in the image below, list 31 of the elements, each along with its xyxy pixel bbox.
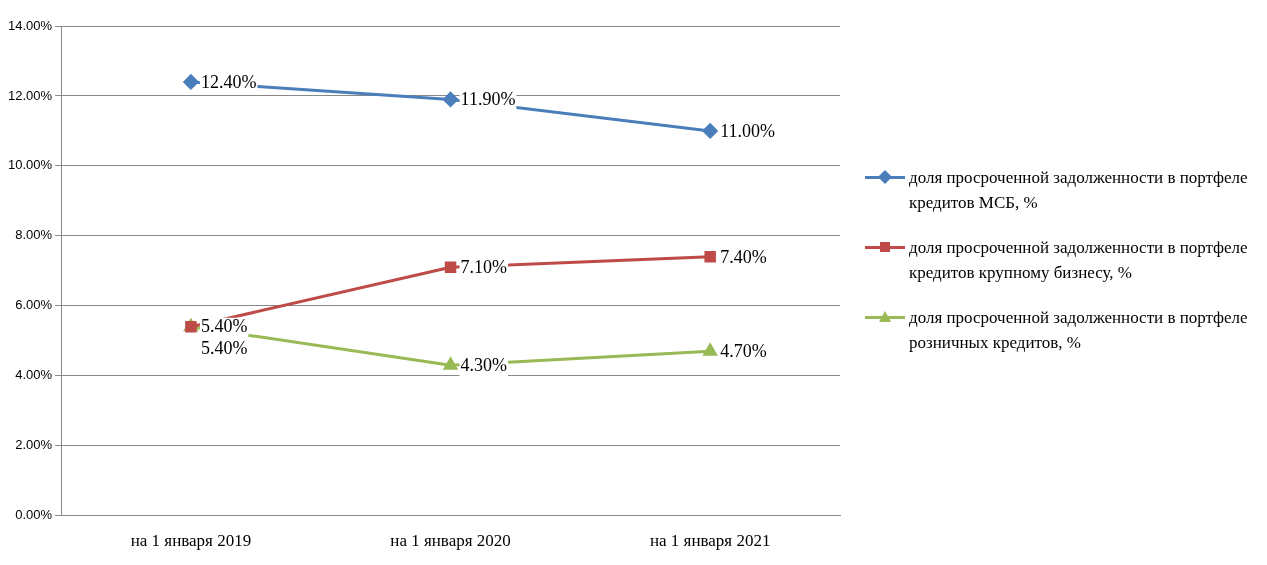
point [185,321,197,333]
y-tick-label: 8.00% [15,227,53,243]
data-label: 11.90% [460,89,516,110]
legend-label: доля просроченной задолженности в портфеле кредитов МСБ, % [909,167,1249,214]
data-label: 11.00% [720,120,776,141]
point [702,123,718,139]
point [704,251,716,263]
y-tick-label: 12.00% [8,87,53,103]
legend-label: доля просроченной задолженности в портфеле розничных кредитов, % [909,307,1249,354]
data-label: 5.40% [200,338,248,359]
x-tick-label: на 1 января 2019 [130,531,252,551]
point [443,91,459,107]
y-tick-label: 2.00% [15,437,53,453]
data-label: 4.70% [720,340,767,361]
data-label: 7.10% [460,257,508,278]
y-tick-label: 0.00% [15,507,53,523]
y-tick-label: 10.00% [8,157,53,173]
x-tick-label: на 1 января 2020 [390,531,511,551]
point [443,357,458,370]
x-tick-label: на 1 января 2021 [649,531,771,551]
data-label: 7.40% [720,246,767,267]
point [703,343,717,356]
data-label: 4.30% [460,354,508,375]
point [444,261,457,274]
legend-label: доля просроченной задолженности в портфеле кредитов крупному бизнесу, % [909,237,1249,284]
y-tick-label: 14.00% [8,17,53,33]
point [183,74,199,90]
y-tick-label: 6.00% [15,297,53,313]
data-label: 12.40% [200,71,257,92]
y-tick-label: 4.00% [15,367,53,383]
data-label: 5.40% [200,316,248,337]
